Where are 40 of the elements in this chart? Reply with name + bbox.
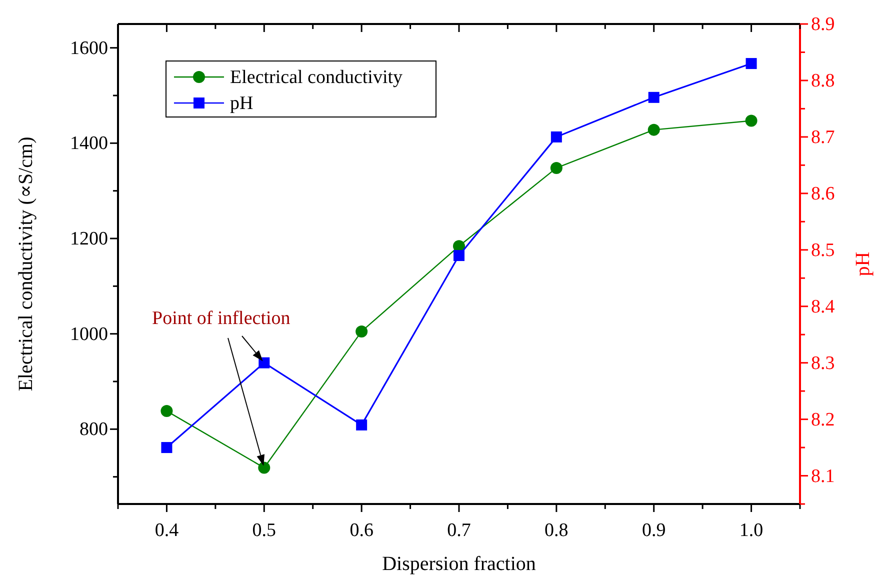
x-tick-label: 0.7	[447, 520, 471, 541]
y-tick-label: 1200	[70, 228, 108, 250]
y2-tick-label: 8.4	[811, 296, 836, 318]
point	[746, 58, 757, 70]
x-tick-label: 0.9	[642, 520, 666, 541]
x-tick-label: 0.4	[154, 520, 180, 541]
y-tick-label: 1400	[70, 133, 108, 154]
point	[161, 442, 172, 454]
y2-tick-label: 8.8	[811, 70, 835, 92]
y2-tick-label: 8.7	[811, 126, 835, 148]
x-tick-label: 0.6	[350, 520, 374, 541]
point	[258, 357, 270, 368]
point	[745, 114, 758, 127]
legend-label: Electrical conductivity	[230, 67, 404, 88]
legend-label: pH	[230, 93, 254, 114]
y-axis-title: Electrical conductivity (∝S/cm)	[15, 136, 37, 392]
annotation: Point of inflection	[152, 308, 291, 329]
x-tick-label: 0.8	[544, 520, 568, 541]
point	[454, 250, 464, 262]
y2-tick-label: 8.9	[811, 14, 835, 35]
point	[356, 325, 368, 338]
x-tick-label: 1.0	[739, 520, 764, 541]
y2-tick-label: 8.5	[811, 240, 835, 261]
point	[648, 92, 660, 103]
y-tick-label: 800	[80, 419, 108, 440]
point	[550, 131, 562, 142]
point	[648, 124, 660, 136]
y2-tick-label: 8.6	[811, 183, 835, 204]
point	[550, 162, 562, 174]
y2-tick-label: 8.3	[811, 352, 835, 374]
y2-axis-title: pH	[852, 252, 874, 276]
y2-tick-label: 8.1	[811, 466, 835, 487]
point	[356, 419, 368, 430]
y-tick-label: 1600	[70, 38, 108, 59]
y-tick-label: 1000	[70, 324, 108, 345]
x-tick-label: 0.5	[252, 520, 276, 541]
x-axis-title: Dispersion fraction	[382, 553, 536, 575]
point	[258, 462, 270, 474]
y2-tick-label: 8.2	[811, 409, 835, 430]
point	[160, 405, 173, 418]
